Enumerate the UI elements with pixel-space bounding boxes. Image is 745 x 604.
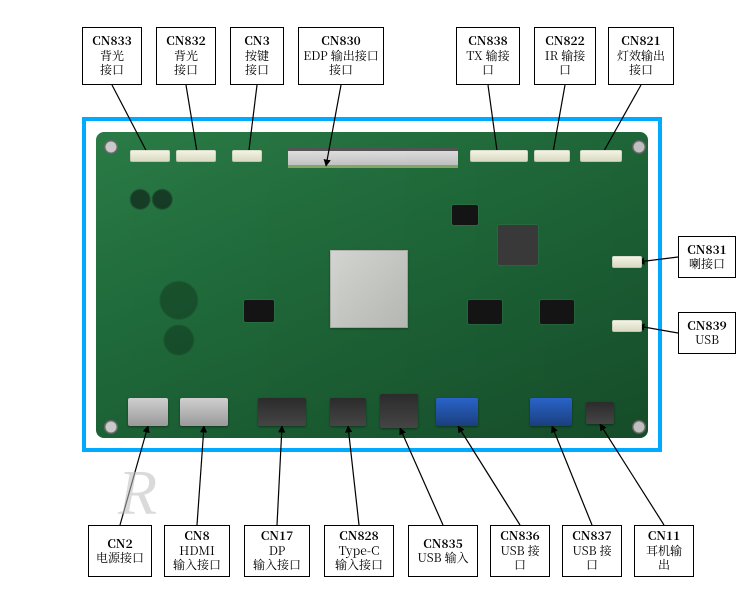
label-cn837: CN837USB 接 口 [562, 525, 622, 577]
pin-header [232, 150, 262, 162]
main-soc [330, 250, 408, 328]
mount-hole [632, 420, 646, 434]
label-cn839: CN839USB [678, 312, 736, 354]
mount-hole [104, 420, 118, 434]
label-text: USB 输入 [413, 551, 473, 565]
label-text: 电源接口 [93, 551, 147, 565]
ic-chip [452, 205, 478, 225]
label-text: IR 输接 口 [539, 49, 591, 78]
watermark: R [118, 456, 157, 530]
label-cn11: CN11耳机输 出 [634, 525, 694, 577]
port-cn835 [380, 394, 418, 428]
mount-hole [632, 140, 646, 154]
label-text: 耳机输 出 [639, 544, 689, 573]
label-text: USB [683, 333, 731, 347]
label-cn2: CN2电源接口 [88, 525, 152, 577]
mount-hole [104, 140, 118, 154]
pin-header [612, 320, 642, 332]
port-cn8 [180, 398, 228, 426]
label-text: EDP 输出接口 接口 [303, 49, 379, 78]
port-cn2 [128, 398, 168, 426]
label-text: 灯效输出 接口 [613, 49, 669, 78]
port-cn11 [586, 402, 614, 424]
label-cn828: CN828Type-C 输入接口 [324, 525, 394, 577]
label-cn821: CN821灯效输出 接口 [608, 27, 674, 85]
label-text: HDMI 输入接口 [169, 544, 225, 573]
label-text: 背光 接口 [161, 49, 211, 78]
label-cn8: CN8HDMI 输入接口 [164, 525, 230, 577]
label-cn17: CN17DP 输入接口 [244, 525, 310, 577]
label-text: 背光 接口 [87, 49, 137, 78]
pin-header [176, 150, 216, 162]
port-cn828 [330, 398, 366, 426]
pcb-board [96, 132, 648, 438]
label-text: 按键 接口 [235, 49, 279, 78]
label-cn838: CN838TX 输接 口 [456, 27, 520, 85]
ic-chip [244, 300, 274, 322]
label-text: Type-C 输入接口 [329, 544, 389, 573]
port-cn837 [530, 398, 572, 426]
label-cn822: CN822IR 输接 口 [534, 27, 596, 85]
pin-header [470, 150, 528, 162]
label-text: 喇接口 [683, 257, 731, 271]
label-cn3: CN3按键 接口 [230, 27, 284, 85]
label-text: TX 输接 口 [461, 49, 515, 78]
label-text: DP 输入接口 [249, 544, 305, 573]
ic-chip [468, 300, 502, 324]
pin-header [580, 150, 622, 162]
ic-chip [540, 300, 574, 324]
label-cn836: CN836USB 接 口 [490, 525, 550, 577]
pin-header [534, 150, 570, 162]
port-cn836 [436, 398, 478, 426]
inductor [498, 225, 538, 265]
label-text: USB 接 口 [567, 544, 617, 573]
label-cn830: CN830EDP 输出接口 接口 [298, 27, 384, 85]
pin-header [130, 150, 170, 162]
label-cn833: CN833背光 接口 [82, 27, 142, 85]
pin-header [612, 256, 642, 268]
label-cn835: CN835USB 输入 [408, 525, 478, 577]
label-cn831: CN831喇接口 [678, 236, 736, 278]
label-text: USB 接 口 [495, 544, 545, 573]
port-cn17 [258, 398, 306, 426]
edp-ffc-connector [288, 148, 458, 168]
label-cn832: CN832背光 接口 [156, 27, 216, 85]
